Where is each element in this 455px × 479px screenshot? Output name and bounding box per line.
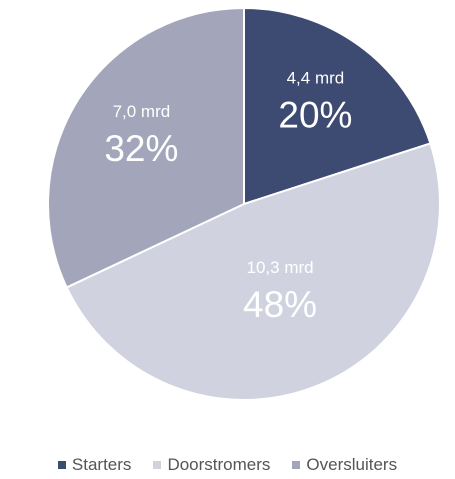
- chart-legend: Starters Doorstromers Oversluiters: [0, 455, 455, 475]
- pie-slice-oversluiters: [47, 7, 245, 289]
- slice-amount-label-starters: 4,4 mrd: [287, 69, 345, 88]
- legend-item-starters: Starters: [57, 455, 132, 475]
- slice-percent-label-starters: 20%: [278, 95, 352, 136]
- legend-swatch-starters: [57, 461, 66, 469]
- legend-label-oversluiters: Oversluiters: [306, 455, 398, 474]
- legend-item-doorstromers: Doorstromers: [153, 455, 270, 475]
- legend-swatch-oversluiters: [292, 461, 301, 469]
- slice-percent-label-oversluiters: 32%: [104, 128, 178, 169]
- legend-swatch-doorstromers: [153, 461, 162, 469]
- pie-chart-plot: 4,4 mrd 20% 10,3 mrd 48% 7,0 mrd 32%: [47, 7, 441, 401]
- legend-label-starters: Starters: [71, 455, 132, 474]
- slice-percent-label-doorstromers: 48%: [243, 284, 317, 325]
- slice-amount-label-oversluiters: 7,0 mrd: [113, 102, 171, 121]
- legend-label-doorstromers: Doorstromers: [167, 455, 271, 474]
- pie-slice-starters: [243, 7, 432, 205]
- slice-amount-label-doorstromers: 10,3 mrd: [247, 258, 314, 277]
- pie-slice-doorstromers: [65, 142, 441, 401]
- legend-item-oversluiters: Oversluiters: [292, 455, 397, 475]
